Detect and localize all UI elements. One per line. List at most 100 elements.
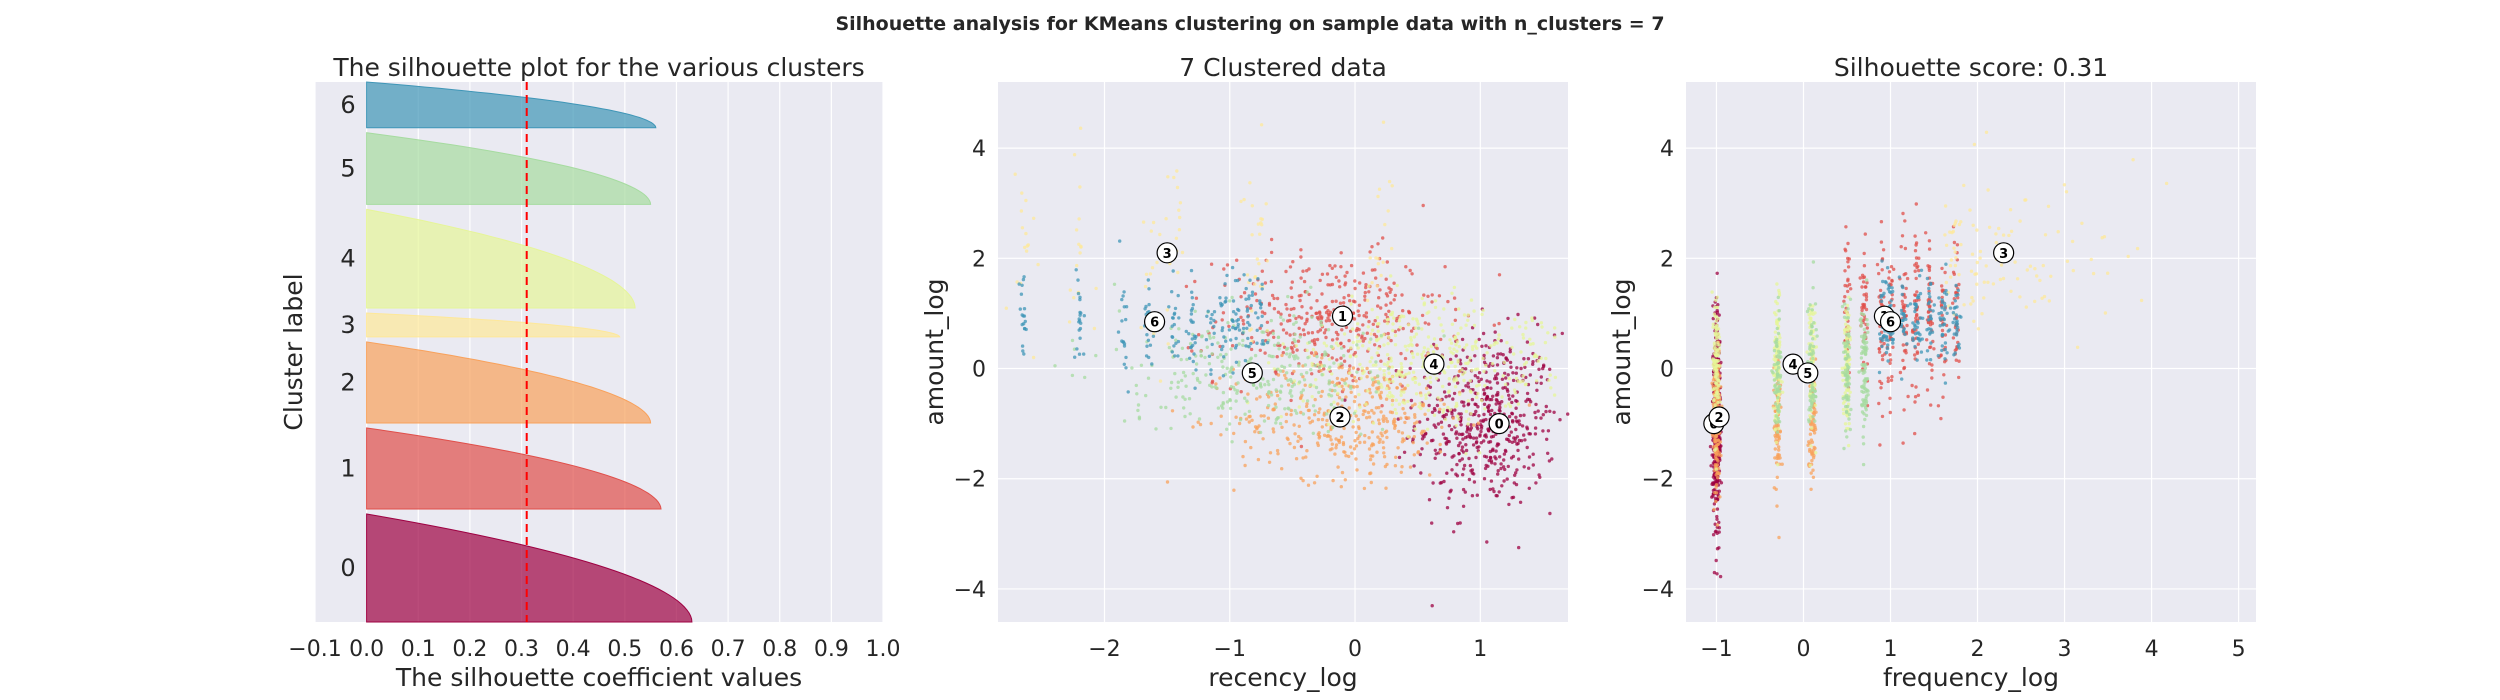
data-point-cluster-2 [1385, 435, 1389, 440]
x-tick-label: −2 [1088, 637, 1120, 662]
data-point-cluster-2 [1393, 426, 1397, 430]
data-point-cluster-5 [1326, 328, 1331, 332]
data-point-cluster-2 [1367, 415, 1372, 419]
data-point-cluster-2 [1357, 425, 1361, 429]
data-point-cluster-2 [1280, 425, 1284, 429]
data-point-cluster-1 [1358, 281, 1362, 285]
data-point-cluster-3 [1175, 185, 1180, 190]
data-point-cluster-0 [1522, 413, 1526, 417]
cluster-label-4: 4 [340, 245, 355, 273]
data-point-cluster-6 [1265, 340, 1270, 345]
data-point-cluster-2 [1353, 395, 1358, 399]
data-point-cluster-5 [1280, 364, 1284, 368]
data-point-cluster-5 [1846, 364, 1850, 369]
frequency-y-axis-label: amount_log [1607, 278, 1636, 425]
data-point-cluster-1 [1275, 355, 1279, 359]
data-point-cluster-5 [1776, 366, 1781, 370]
data-point-cluster-3 [2056, 230, 2060, 234]
data-point-cluster-6 [1244, 286, 1248, 291]
data-point-cluster-3 [1997, 226, 2001, 231]
data-point-cluster-0 [1464, 367, 1468, 371]
data-point-cluster-4 [1428, 380, 1433, 384]
data-point-cluster-6 [1928, 316, 1933, 320]
data-point-cluster-2 [1399, 470, 1404, 474]
data-point-cluster-0 [1536, 322, 1540, 327]
data-point-cluster-6 [1241, 326, 1246, 331]
data-point-cluster-1 [1299, 276, 1303, 280]
data-point-cluster-3 [1250, 309, 1254, 313]
data-point-cluster-6 [1170, 290, 1174, 294]
data-point-cluster-0 [1526, 397, 1530, 401]
data-point-cluster-4 [1265, 328, 1270, 333]
data-point-cluster-1 [1846, 265, 1851, 269]
data-point-cluster-2 [1301, 456, 1305, 460]
data-point-cluster-6 [1932, 303, 1937, 307]
data-point-cluster-2 [1385, 419, 1390, 424]
data-point-cluster-1 [1376, 304, 1380, 308]
data-point-cluster-0 [1500, 484, 1504, 488]
data-point-cluster-2 [1337, 366, 1341, 370]
data-point-cluster-4 [1397, 319, 1402, 323]
data-point-cluster-4 [1310, 361, 1314, 366]
data-point-cluster-5 [1183, 374, 1188, 378]
data-point-cluster-2 [1267, 460, 1272, 464]
data-point-cluster-1 [1913, 431, 1917, 436]
data-point-cluster-6 [1189, 268, 1194, 273]
data-point-cluster-0 [1489, 386, 1493, 390]
data-point-cluster-4 [1450, 322, 1455, 326]
frequency-x-axis-label: frequency_log [1883, 663, 2059, 692]
data-point-cluster-0 [1447, 382, 1451, 386]
data-point-cluster-6 [1900, 377, 1904, 381]
data-point-cluster-1 [1940, 284, 1944, 288]
data-point-cluster-0 [1504, 449, 1508, 454]
data-point-cluster-4 [1717, 335, 1721, 339]
data-point-cluster-5 [1154, 427, 1158, 431]
data-point-cluster-4 [1416, 322, 1420, 326]
data-point-cluster-2 [1349, 390, 1353, 394]
data-point-cluster-5 [1847, 346, 1852, 350]
data-point-cluster-2 [1319, 368, 1323, 373]
data-point-cluster-0 [1566, 412, 1570, 416]
data-point-cluster-0 [1531, 360, 1535, 364]
data-point-cluster-1 [1284, 302, 1288, 307]
cluster-label-5: 5 [340, 155, 355, 183]
data-point-cluster-2 [1365, 416, 1369, 420]
data-point-cluster-6 [1905, 342, 1909, 346]
x-tick-label: 1 [1884, 637, 1898, 662]
data-point-cluster-0 [1488, 455, 1493, 460]
x-tick-label: 4 [2145, 637, 2159, 662]
data-point-cluster-1 [1225, 263, 1230, 267]
data-point-cluster-1 [1392, 281, 1396, 285]
data-point-cluster-3 [1976, 327, 1981, 331]
data-point-cluster-0 [1473, 374, 1478, 378]
data-point-cluster-0 [1439, 480, 1444, 485]
data-point-cluster-2 [1317, 410, 1321, 415]
data-point-cluster-4 [1480, 312, 1484, 317]
data-point-cluster-5 [1298, 335, 1302, 339]
data-point-cluster-2 [1292, 423, 1296, 427]
data-point-cluster-0 [1511, 371, 1515, 375]
data-point-cluster-2 [1377, 418, 1381, 422]
data-point-cluster-6 [1945, 311, 1949, 315]
data-point-cluster-0 [1475, 440, 1479, 444]
data-point-cluster-0 [1546, 451, 1550, 455]
data-point-cluster-4 [1397, 402, 1402, 406]
data-point-cluster-1 [1330, 266, 1335, 270]
data-point-cluster-5 [1197, 417, 1202, 421]
data-point-cluster-4 [1411, 376, 1415, 381]
data-point-cluster-5 [1276, 341, 1281, 345]
data-point-cluster-4 [1441, 410, 1445, 414]
data-point-cluster-4 [1387, 380, 1392, 384]
data-point-cluster-0 [1514, 371, 1519, 375]
data-point-cluster-3 [1257, 262, 1261, 266]
data-point-cluster-0 [1466, 426, 1470, 431]
data-point-cluster-6 [1936, 354, 1941, 358]
data-point-cluster-0 [1708, 444, 1713, 449]
data-point-cluster-0 [1445, 471, 1449, 475]
data-point-cluster-4 [1500, 395, 1504, 399]
data-point-cluster-6 [1147, 355, 1151, 360]
data-point-cluster-5 [1813, 302, 1818, 306]
data-point-cluster-5 [1860, 345, 1864, 349]
data-point-cluster-6 [1941, 323, 1945, 327]
data-point-cluster-2 [1382, 414, 1386, 418]
